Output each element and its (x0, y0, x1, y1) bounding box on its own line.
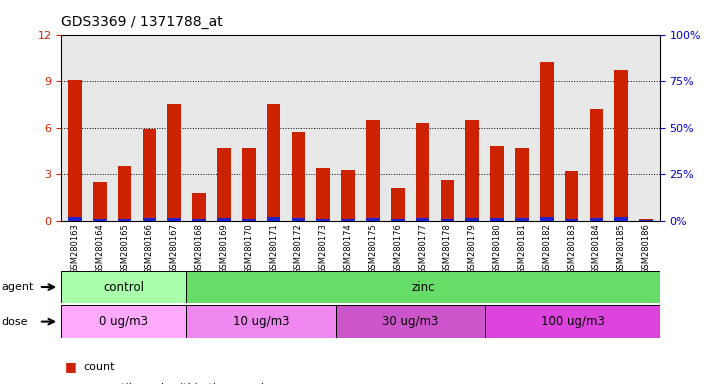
Bar (590, 109, 603, 221)
Bar (267, 104, 280, 221)
Bar (61, 305, 186, 338)
Text: ■: ■ (65, 360, 76, 373)
Text: zinc: zinc (411, 281, 435, 293)
Bar (291, 132, 305, 221)
Bar (242, 148, 255, 221)
Bar (366, 120, 380, 221)
Text: percentile rank within the sample: percentile rank within the sample (83, 383, 271, 384)
Bar (614, 217, 628, 221)
Text: 100 ug/m3: 100 ug/m3 (541, 315, 604, 328)
Bar (366, 218, 380, 221)
Bar (391, 188, 404, 221)
Bar (68, 217, 81, 221)
Bar (242, 218, 255, 221)
Text: control: control (103, 281, 144, 293)
Bar (590, 218, 603, 221)
Bar (143, 129, 156, 221)
Bar (515, 148, 528, 221)
Bar (565, 219, 578, 221)
Bar (466, 120, 479, 221)
Bar (490, 218, 504, 221)
Bar (341, 218, 355, 221)
Bar (68, 79, 81, 221)
Bar (466, 218, 479, 221)
Bar (540, 217, 554, 221)
Bar (540, 63, 554, 221)
Bar (118, 218, 131, 221)
Bar (441, 180, 454, 221)
Bar (565, 171, 578, 221)
Bar (167, 218, 181, 221)
Bar (186, 305, 335, 338)
Text: 10 ug/m3: 10 ug/m3 (232, 315, 289, 328)
Text: 30 ug/m3: 30 ug/m3 (382, 315, 438, 328)
Bar (193, 219, 206, 221)
Bar (93, 182, 107, 221)
Bar (416, 123, 430, 221)
Bar (143, 218, 156, 221)
Bar (217, 148, 231, 221)
Bar (640, 220, 653, 221)
Bar (515, 218, 528, 221)
Text: dose: dose (1, 316, 28, 327)
Bar (186, 271, 660, 303)
Bar (193, 193, 206, 221)
Bar (640, 219, 653, 221)
Bar (416, 218, 430, 221)
Bar (317, 168, 330, 221)
Text: ■: ■ (65, 381, 76, 384)
Bar (291, 218, 305, 221)
Bar (490, 146, 504, 221)
Text: GDS3369 / 1371788_at: GDS3369 / 1371788_at (61, 15, 223, 29)
Bar (61, 271, 186, 303)
Bar (614, 70, 628, 221)
Bar (335, 305, 485, 338)
Bar (118, 167, 131, 221)
Bar (317, 218, 330, 221)
Text: agent: agent (1, 282, 34, 292)
Bar (267, 217, 280, 221)
Bar (217, 218, 231, 221)
Bar (391, 219, 404, 221)
Bar (341, 170, 355, 221)
Bar (485, 305, 660, 338)
Bar (441, 219, 454, 221)
Text: 0 ug/m3: 0 ug/m3 (99, 315, 148, 328)
Bar (93, 219, 107, 221)
Text: count: count (83, 362, 115, 372)
Bar (167, 104, 181, 221)
